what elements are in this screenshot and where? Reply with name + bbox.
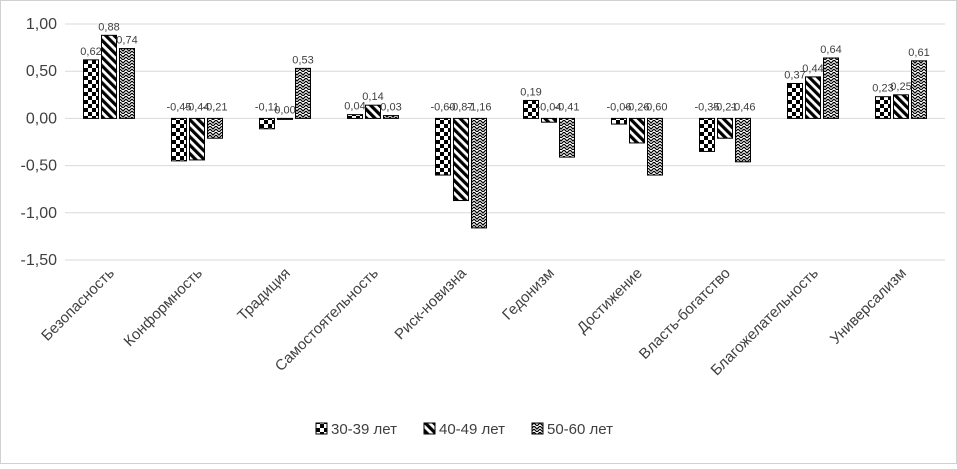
y-axis-ticks: 1,00 0,50 0,00 -0,50 -1,00 -1,50	[21, 16, 58, 269]
bar-50-60-лет-универсализм	[911, 60, 927, 119]
data-labels: 0,620,880,74-0,45-0,44-0,21 -0,110,000,53…	[80, 21, 929, 116]
data-label: -0,04	[536, 101, 561, 113]
bars	[83, 34, 927, 229]
bar-50-60-лет-традиция	[295, 67, 311, 119]
bar-40-49-лет-самостоятельность	[365, 104, 381, 119]
bar-50-60-лет-самостоятельность	[383, 115, 399, 119]
bar-50-60-лет-гедонизм	[559, 117, 575, 158]
bar-40-49-лет-безопасность	[101, 34, 117, 119]
data-label: 0,74	[116, 35, 137, 47]
data-label: 0,44	[802, 63, 823, 75]
data-label: 0,53	[292, 54, 313, 66]
bar-40-49-лет-власть-богатство	[717, 117, 733, 139]
legend-label-30-39-лет: 30-39 лет	[331, 421, 397, 438]
bar-40-49-лет-достижение	[629, 117, 645, 144]
bar-50-60-лет-безопасность	[119, 48, 135, 119]
y-tick-label: 1,00	[26, 16, 57, 33]
bar-30-39-лет-универсализм	[875, 96, 891, 119]
bar-30-39-лет-самостоятельность	[347, 114, 363, 119]
legend-label-50-60-лет: 50-60 лет	[547, 421, 613, 438]
legend-label-40-49-лет: 40-49 лет	[439, 421, 505, 438]
legend-swatch-40-49-лет	[423, 422, 436, 435]
bar-30-39-лет-власть-богатство	[699, 117, 715, 152]
y-tick-label: 0,00	[26, 110, 57, 127]
bar-40-49-лет-традиция	[277, 117, 293, 120]
data-label: -1,16	[466, 101, 491, 113]
data-label: -0,35	[694, 101, 719, 113]
data-label: -0,21	[712, 101, 737, 113]
data-label: -0,46	[730, 101, 755, 113]
y-tick-label: -0,50	[21, 158, 58, 175]
bar-50-60-лет-благожелательность	[823, 57, 839, 119]
data-label: 0,61	[908, 47, 929, 59]
bar-30-39-лет-конформность	[171, 117, 187, 162]
data-label: 0,25	[890, 81, 911, 93]
data-label: 0,00	[274, 104, 295, 116]
legend-swatch-30-39-лет	[315, 422, 328, 435]
data-label: -0,44	[184, 101, 209, 113]
bar-40-49-лет-гедонизм	[541, 117, 557, 123]
data-label: -0,41	[554, 101, 579, 113]
data-label: -0,60	[642, 101, 667, 113]
data-label: -0,21	[202, 101, 227, 113]
data-label: -0,11	[255, 101, 279, 113]
data-label: 0,23	[872, 83, 893, 95]
bar-30-39-лет-риск-новизна	[435, 117, 451, 176]
bar-50-60-лет-конформность	[207, 117, 223, 139]
bar-40-49-лет-риск-новизна	[453, 117, 469, 202]
bar-40-49-лет-конформность	[189, 117, 205, 161]
data-label: 0,64	[820, 44, 841, 56]
data-label: -0,60	[430, 101, 455, 113]
bar-40-49-лет-универсализм	[893, 94, 909, 119]
legend-swatch-50-60-лет	[531, 422, 544, 435]
bar-50-60-лет-риск-новизна	[471, 117, 487, 229]
data-label: 0,62	[80, 46, 101, 58]
data-label: -0,26	[624, 101, 649, 113]
bar-50-60-лет-достижение	[647, 117, 663, 176]
data-label: -0,87	[448, 101, 473, 113]
y-tick-label: 0,50	[26, 63, 57, 80]
data-label: 0,14	[362, 91, 383, 103]
data-label: -0,06	[606, 101, 631, 113]
y-tick-label: -1,00	[21, 205, 58, 222]
data-label: -0,45	[166, 101, 191, 113]
legend: 30-39 лет 40-49 лет 50-60 лет	[315, 421, 613, 438]
data-label: 0,37	[784, 69, 805, 81]
bar-30-39-лет-безопасность	[83, 59, 99, 119]
data-label: 0,03	[380, 102, 401, 114]
bar-30-39-лет-гедонизм	[523, 99, 539, 119]
bar-30-39-лет-достижение	[611, 117, 627, 125]
y-tick-label: -1,50	[21, 252, 58, 269]
bar-30-39-лет-благожелательность	[787, 82, 803, 119]
bar-50-60-лет-власть-богатство	[735, 117, 751, 163]
bar-30-39-лет-традиция	[259, 117, 275, 130]
data-label: 0,04	[344, 101, 365, 113]
data-label: 0,19	[520, 86, 541, 98]
bar-40-49-лет-благожелательность	[805, 76, 821, 119]
data-label: 0,88	[98, 21, 119, 33]
